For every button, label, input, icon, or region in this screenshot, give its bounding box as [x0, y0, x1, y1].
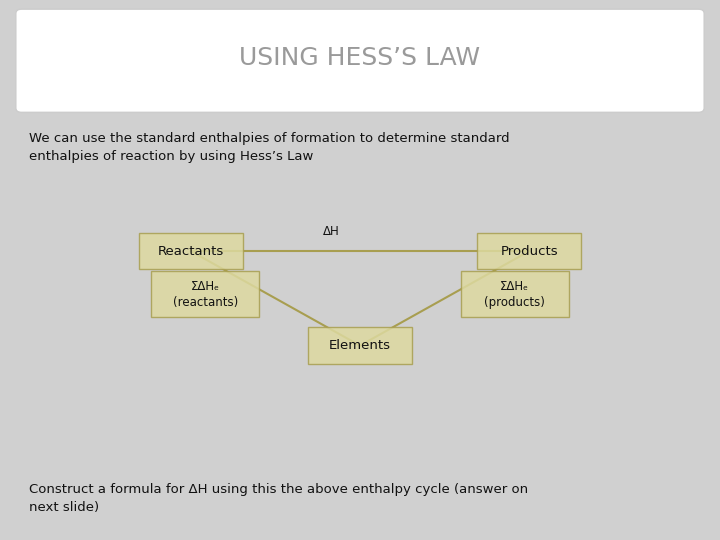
Text: ΣΔHₑ
(reactants): ΣΔHₑ (reactants) [173, 280, 238, 309]
FancyBboxPatch shape [477, 233, 582, 269]
FancyBboxPatch shape [308, 327, 412, 364]
Text: ΣΔHₑ
(products): ΣΔHₑ (products) [485, 280, 545, 309]
Text: Products: Products [500, 245, 558, 258]
Text: We can use the standard enthalpies of formation to determine standard
enthalpies: We can use the standard enthalpies of fo… [29, 132, 510, 163]
FancyBboxPatch shape [151, 271, 259, 317]
FancyBboxPatch shape [461, 271, 569, 317]
Text: USING HESS’S LAW: USING HESS’S LAW [240, 46, 480, 70]
FancyBboxPatch shape [16, 9, 704, 112]
FancyBboxPatch shape [138, 233, 243, 269]
Text: Reactants: Reactants [158, 245, 224, 258]
Text: Construct a formula for ΔH using this the above enthalpy cycle (answer on
next s: Construct a formula for ΔH using this th… [29, 483, 528, 514]
Text: Elements: Elements [329, 339, 391, 352]
Text: ΔH: ΔH [323, 225, 340, 238]
